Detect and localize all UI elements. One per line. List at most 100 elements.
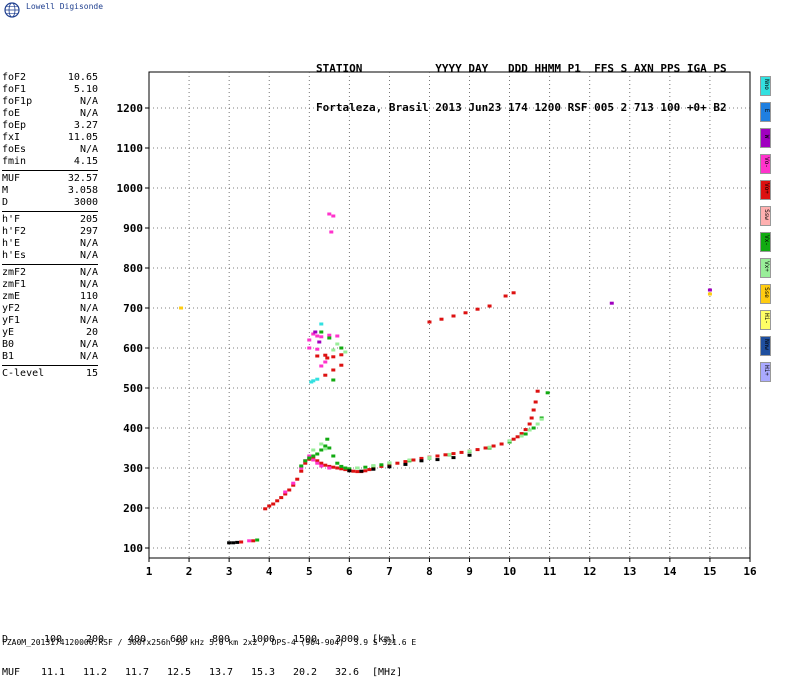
legend-label: Nnw <box>763 339 770 350</box>
echo-point <box>531 408 536 412</box>
echo-point <box>335 342 340 346</box>
echo-point <box>363 465 368 469</box>
echo-point <box>311 379 316 383</box>
y-tick-label: 500 <box>123 382 143 395</box>
plot-frame <box>148 71 751 559</box>
echo-point <box>307 338 312 342</box>
echo-point <box>279 496 284 500</box>
parameter-value: N/A <box>79 250 98 261</box>
parameter-name: foEs <box>2 144 27 155</box>
echo-point <box>299 464 304 468</box>
legend-label: Hi+ <box>763 365 770 376</box>
echo-point <box>411 458 416 462</box>
muf-table-cell: 200 <box>85 634 105 645</box>
echo-point <box>179 306 184 310</box>
echo-point <box>459 450 464 454</box>
echo-point <box>533 400 538 404</box>
echo-point <box>387 463 392 467</box>
parameter-value: 10.65 <box>67 72 98 83</box>
x-tick-label: 10 <box>503 565 516 578</box>
muf-table-cell: 15.3 <box>250 667 276 678</box>
echo-point <box>267 504 272 508</box>
echo-point <box>487 304 492 308</box>
legend-item: Nno <box>760 76 771 96</box>
echo-point <box>319 461 324 465</box>
x-tick-label: 8 <box>426 565 433 578</box>
echo-point <box>307 454 312 458</box>
y-tick-labels: 100 200 300 400 500 600 700 800 900 1000 1100 1200 <box>117 102 144 555</box>
echo-point <box>315 377 320 381</box>
echo-point <box>535 389 540 393</box>
echo-point <box>311 448 316 452</box>
x-tick-label: 15 <box>703 565 716 578</box>
parameter-value: N/A <box>79 303 98 314</box>
echo-point <box>529 416 534 420</box>
parameter-name: M <box>2 185 9 196</box>
legend-item: Vo+ <box>760 180 771 200</box>
echo-point <box>395 461 400 465</box>
parameter-value: 3.27 <box>73 120 98 131</box>
echo-point <box>499 442 504 446</box>
echo-point <box>483 446 488 450</box>
echo-point <box>379 464 384 468</box>
parameter-value: 297 <box>79 226 98 237</box>
echo-point <box>275 499 280 503</box>
muf-table-cell: 13.7 <box>208 667 234 678</box>
parameter-row: yF2 N/A <box>2 303 98 315</box>
x-tick-label: 5 <box>306 565 313 578</box>
echo-point <box>323 444 328 448</box>
echo-point <box>359 469 364 473</box>
echo-point <box>311 332 316 336</box>
parameter-name: B1 <box>2 351 15 362</box>
parameter-name: h'F <box>2 214 21 225</box>
echo-point <box>343 468 348 472</box>
muf-table-unit: [MHz] <box>372 667 403 678</box>
echo-point <box>311 454 316 458</box>
echo-point <box>339 353 344 357</box>
parameter-row: foF1 5.10 <box>2 84 98 96</box>
y-tick-label: 600 <box>123 342 143 355</box>
parameter-name: yF1 <box>2 315 21 326</box>
echo-point <box>319 335 324 339</box>
parameter-row: M 3.058 <box>2 185 98 197</box>
muf-table-cell: 11.1 <box>40 667 66 678</box>
parameter-name: foF1p <box>2 96 33 107</box>
y-tick-label: 900 <box>123 222 143 235</box>
echo-point <box>323 353 328 357</box>
echo-point <box>323 447 328 451</box>
echo-point <box>379 463 384 467</box>
parameter-name: foF1 <box>2 84 27 95</box>
parameter-row: zmF1 N/A <box>2 279 98 291</box>
legend-label: Nno <box>763 79 770 90</box>
globe-icon <box>4 2 20 18</box>
muf-table-cell: 32.6 <box>334 667 360 678</box>
echo-point <box>419 459 424 463</box>
echo-point <box>535 422 540 426</box>
echo-point <box>351 469 356 473</box>
echo-point <box>303 459 308 463</box>
parameter-row: D 3000 <box>2 197 98 209</box>
echo-point <box>319 464 324 468</box>
parameter-separator <box>2 365 98 366</box>
parameter-value: 110 <box>79 291 98 302</box>
echo-point <box>527 428 532 432</box>
echo-point <box>319 442 324 446</box>
muf-table-cell: 1000 <box>250 634 276 645</box>
legend-item: W <box>760 128 771 148</box>
echo-point <box>315 347 320 351</box>
legend-item: Vx- <box>760 232 771 252</box>
x-tick-label: 16 <box>743 565 757 578</box>
muf-table-cell: 1500 <box>292 634 318 645</box>
echo-point <box>319 322 324 326</box>
parameter-value: N/A <box>79 108 98 119</box>
echo-point <box>307 346 312 350</box>
echo-point <box>371 464 376 468</box>
echo-point <box>427 320 432 324</box>
echo-point <box>315 459 320 463</box>
echo-point <box>311 456 316 460</box>
parameter-name: B0 <box>2 339 15 350</box>
parameter-name: h'E <box>2 238 21 249</box>
echo-point <box>315 452 320 456</box>
echo-point <box>319 448 324 452</box>
parameter-name: h'Es <box>2 250 27 261</box>
